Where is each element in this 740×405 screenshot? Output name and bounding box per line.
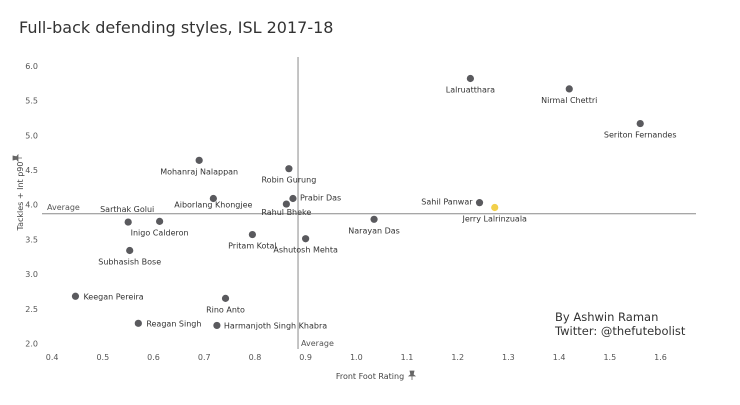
x-axis-ticks: 0.4 0.5 0.6 0.7 0.8 0.9 1.0 1.1 1.2 1.3 1.4 1.5 1.6 [46,353,667,362]
data-labels: Lalruatthara Nirmal Chettri Seriton Fernan… [83,86,676,331]
data-label: Keegan Pereira [83,292,143,301]
data-point [475,199,484,207]
data-label: Mohanraj Nalappan [160,167,238,176]
y-tick-label: 4.5 [25,166,38,175]
x-tick-label: 1.2 [451,353,464,362]
y-tick-label: 4.0 [25,201,38,210]
data-label: Seriton Fernandes [604,131,677,140]
data-label: Ashutosh Mehta [273,246,338,255]
data-label: Pritam Kotal [228,242,277,251]
x-tick-label: 1.0 [350,353,363,362]
y-axis-ticks: 2.0 2.5 3.0 3.5 4.0 4.5 5.0 5.5 6.0 [25,62,38,348]
data-label: Lalruatthara [446,86,495,95]
x-tick-label: 1.1 [401,353,414,362]
x-axis-pin-icon [407,370,417,380]
data-label: Jerry Lalrinzuala [461,215,527,224]
data-point [370,215,378,223]
data-label: Sahil Panwar [421,198,473,207]
data-point [71,292,80,300]
y-axis-pin-icon [12,153,22,163]
y-tick-label: 2.5 [25,305,38,314]
data-label: Harmanjoth Singh Khabra [224,321,327,330]
data-point [636,119,644,128]
y-tick-label: 5.0 [25,131,38,140]
data-point [209,194,217,203]
data-label: Reagan Singh [146,319,201,328]
x-tick-label: 0.7 [198,353,211,362]
y-average-label: Average [47,203,80,212]
data-point [282,200,290,208]
y-axis-title: Tackles + Int p90 [16,162,25,232]
x-tick-label: 0.6 [147,353,160,362]
x-average-label: Average [301,339,334,348]
data-point [124,218,132,226]
credit-twitter: Twitter: @thefutebolist [554,324,686,338]
x-tick-label: 0.4 [46,353,59,362]
reference-lines: Average Average [42,57,696,349]
data-label: Narayan Das [348,226,400,235]
x-tick-label: 0.8 [249,353,262,362]
data-point [466,74,474,83]
data-label: Sarthak Golui [100,205,154,214]
data-label: Prabir Das [300,193,341,202]
data-point [195,156,203,164]
data-label: Rino Anto [206,305,245,314]
data-point [565,85,573,93]
y-tick-label: 3.0 [25,270,38,279]
data-point [289,194,297,203]
data-point [221,294,230,302]
data-point [134,319,142,327]
data-label: Subhasish Bose [98,258,161,267]
y-tick-label: 5.5 [25,97,38,106]
x-axis-title: Front Foot Rating [336,372,404,381]
data-label: Nirmal Chettri [541,96,597,105]
y-tick-label: 2.0 [25,339,38,348]
x-tick-label: 0.5 [96,353,109,362]
x-tick-label: 1.5 [603,353,616,362]
x-tick-label: 1.6 [654,353,667,362]
y-tick-label: 3.5 [25,235,38,244]
data-point [126,246,134,255]
chart-title: Full-back defending styles, ISL 2017-18 [19,18,334,37]
data-point [248,230,256,239]
data-point [302,235,310,243]
data-label: Robin Gurung [261,176,316,185]
data-point [285,165,293,173]
x-tick-label: 1.4 [553,353,566,362]
data-points [71,74,644,330]
data-point [156,217,164,225]
credit-author: By Ashwin Raman [555,310,658,324]
data-label: Inigo Calderon [131,228,189,237]
data-label: Rahul Bheke [261,208,311,217]
y-tick-label: 6.0 [25,62,38,71]
data-point [213,321,221,330]
x-tick-label: 1.3 [502,353,515,362]
x-tick-label: 0.9 [299,353,312,362]
data-label: Aiborlang Khongjee [174,200,252,209]
data-point [491,203,499,212]
